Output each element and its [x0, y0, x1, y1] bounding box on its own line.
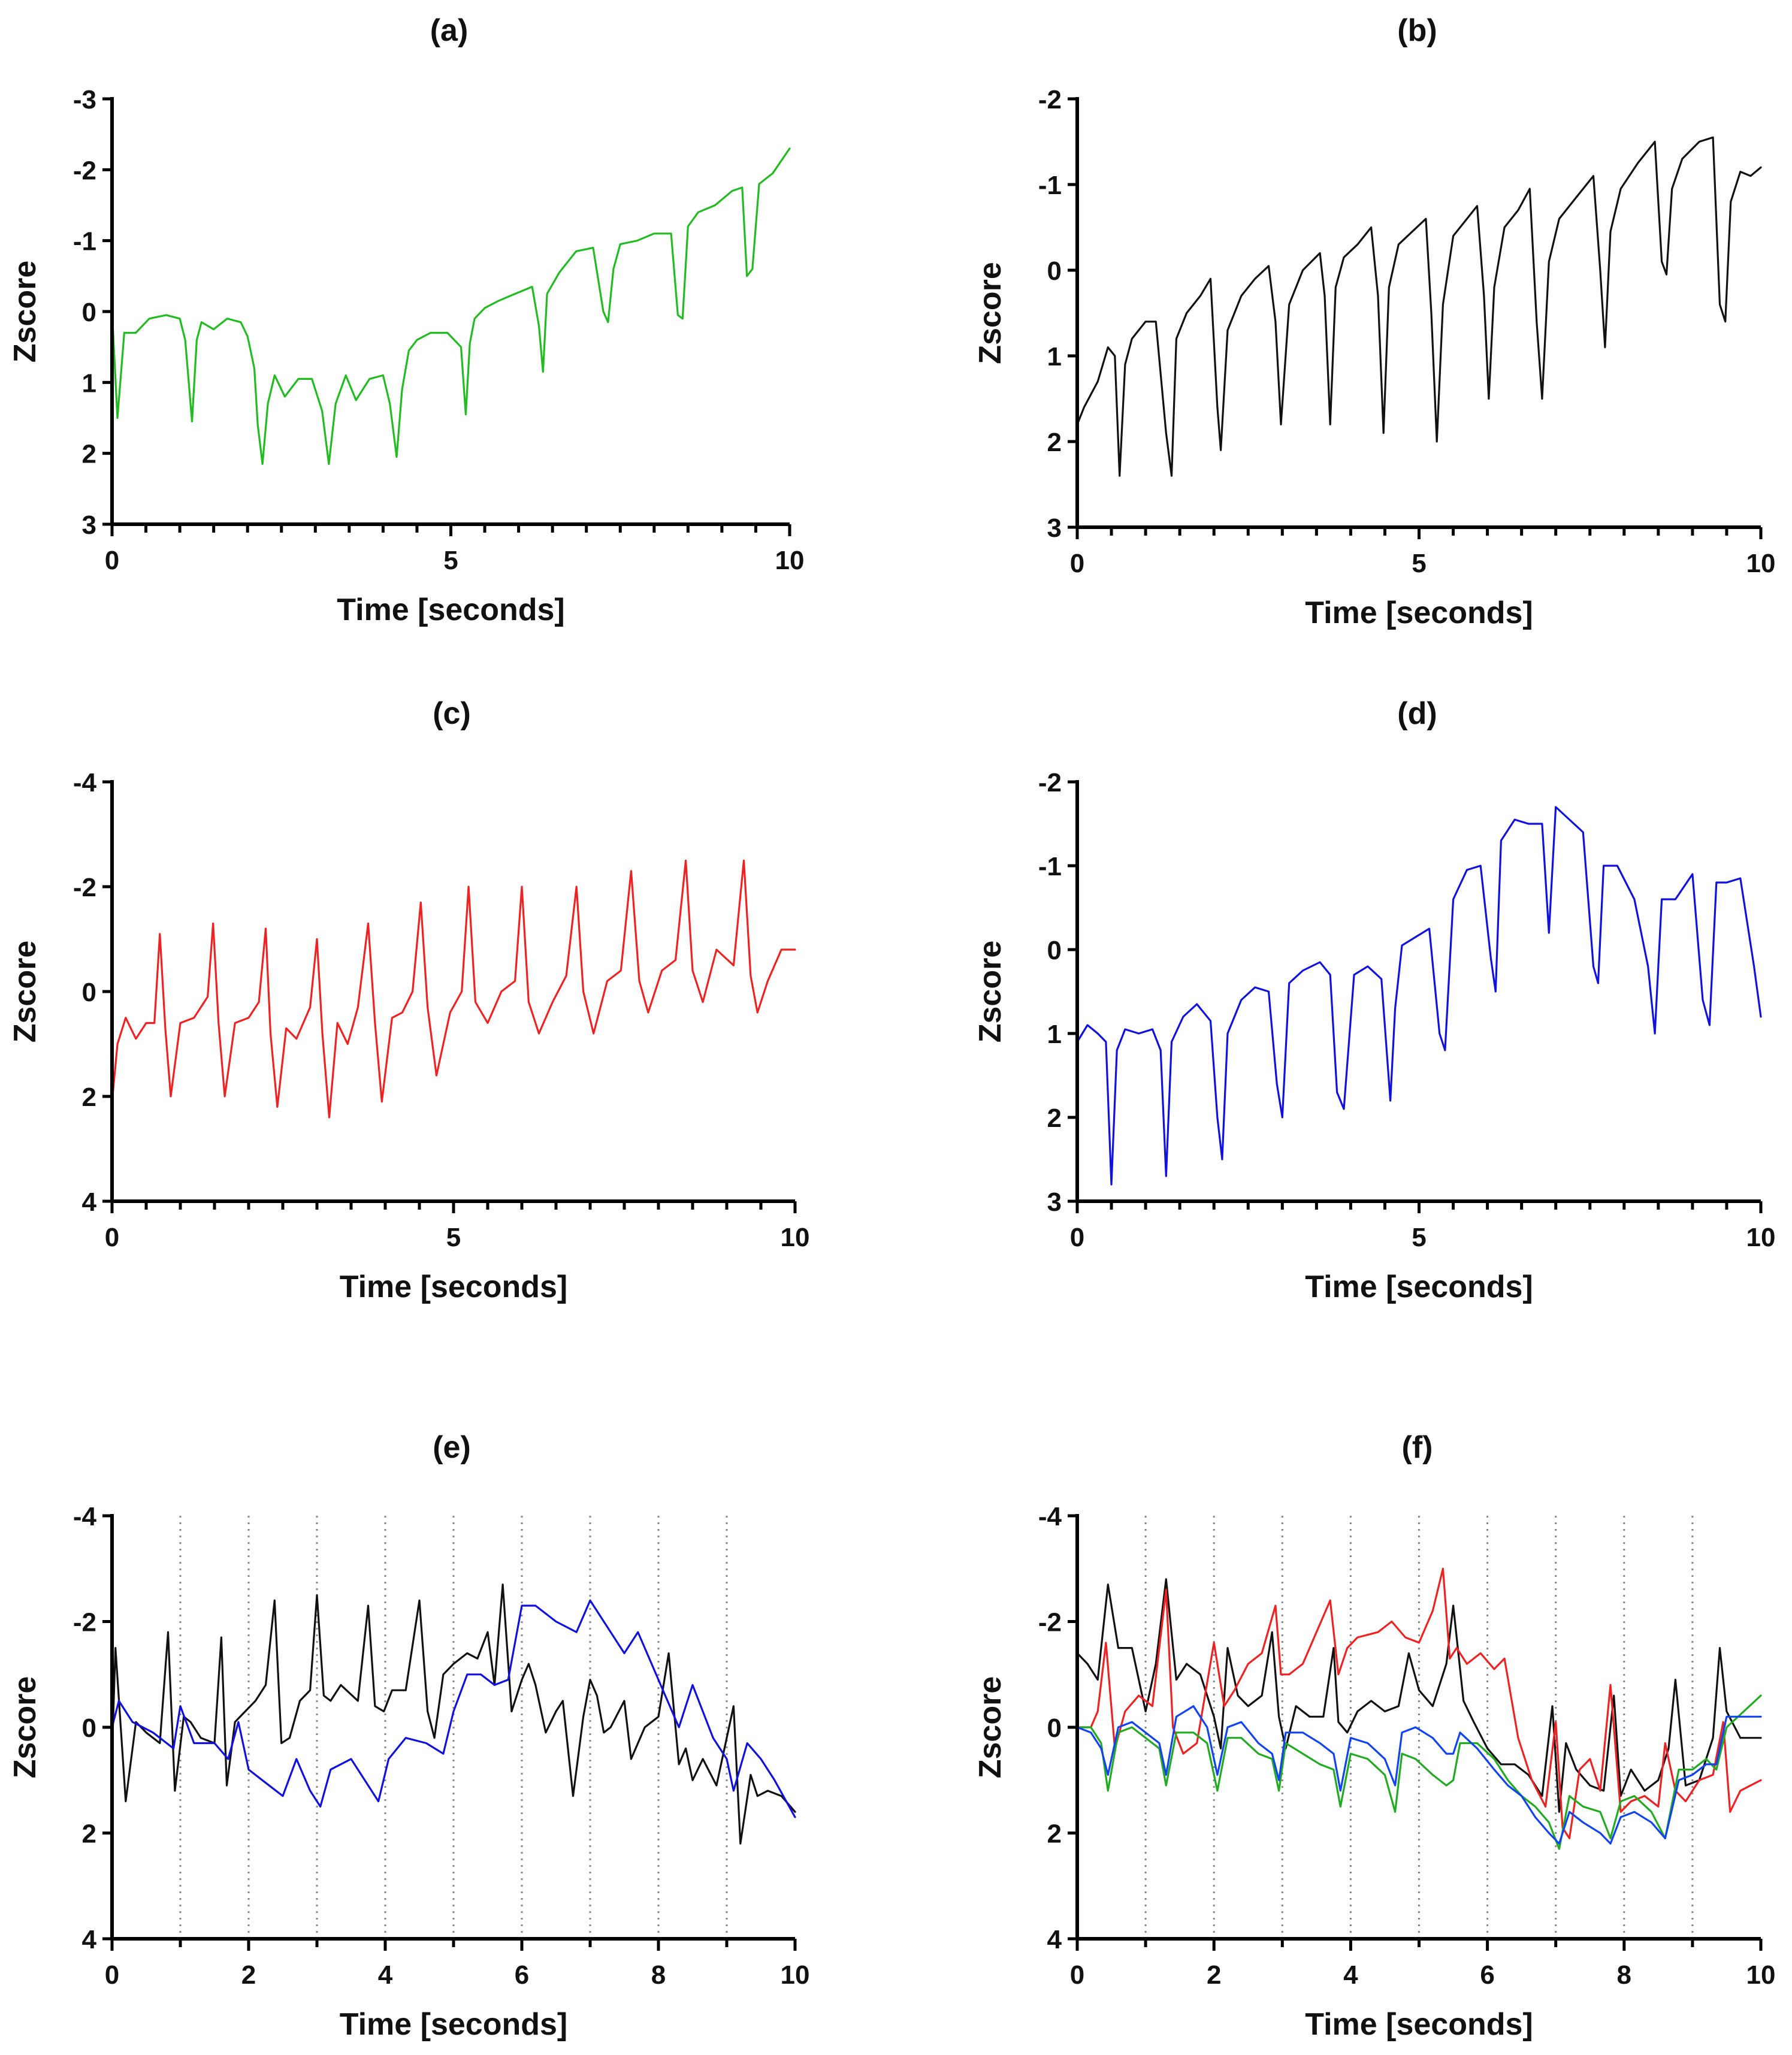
y-tick-label: -1 [73, 227, 96, 256]
x-tick-label: 0 [1070, 1960, 1084, 1990]
y-axis-label: Zscore [8, 941, 43, 1043]
y-tick-label: -1 [1038, 852, 1062, 881]
x-axis-label: Time [seconds] [337, 593, 564, 627]
x-tick-label: 10 [1746, 1960, 1776, 1990]
y-tick-label: 2 [1047, 1820, 1062, 1849]
x-tick-label: 10 [1746, 549, 1776, 578]
y-tick-label: 0 [1047, 936, 1062, 965]
x-tick-label: 10 [1746, 1223, 1776, 1252]
x-tick-label: 0 [105, 1223, 119, 1252]
panel-title: (d) [1397, 696, 1437, 731]
panel-title: (c) [433, 696, 471, 731]
series-line [1076, 1694, 1762, 1850]
x-tick-label: 6 [515, 1960, 529, 1990]
y-tick-label: 2 [82, 1820, 96, 1849]
y-tick-label: 0 [82, 978, 96, 1007]
y-tick-label: 1 [1047, 1020, 1062, 1049]
x-tick-label: 2 [1207, 1960, 1221, 1990]
x-tick-label: 5 [443, 546, 458, 575]
y-tick-label: -2 [1038, 1608, 1062, 1637]
x-tick-label: 10 [775, 546, 805, 575]
x-axis-label: Time [seconds] [1305, 2007, 1533, 2042]
y-tick-label: 4 [1047, 1925, 1062, 1954]
x-tick-label: 4 [1343, 1960, 1358, 1990]
x-axis-label: Time [seconds] [1305, 596, 1533, 630]
y-tick-label: 0 [1047, 256, 1062, 286]
y-tick-label: 4 [82, 1925, 97, 1954]
x-axis-label: Time [seconds] [1305, 1270, 1533, 1304]
x-tick-label: 5 [1412, 549, 1426, 578]
y-tick-label: -2 [1038, 768, 1062, 797]
panel-title: (b) [1397, 13, 1437, 48]
y-tick-label: 0 [1047, 1713, 1062, 1743]
series-line [111, 1599, 796, 1818]
y-tick-label: 1 [82, 368, 96, 398]
x-tick-label: 0 [105, 1960, 119, 1990]
x-tick-label: 10 [781, 1960, 810, 1990]
x-tick-label: 10 [781, 1223, 810, 1252]
y-tick-label: -2 [73, 156, 96, 185]
y-tick-label: -4 [73, 1502, 97, 1531]
y-tick-label: 3 [82, 510, 96, 540]
y-tick-label: 2 [82, 1083, 96, 1112]
x-tick-label: 8 [651, 1960, 666, 1990]
x-tick-label: 5 [1412, 1223, 1426, 1252]
y-tick-label: 1 [1047, 342, 1062, 371]
series-line [1076, 136, 1762, 477]
y-tick-label: -4 [1038, 1502, 1062, 1531]
y-tick-label: 0 [82, 298, 96, 327]
y-tick-label: 2 [1047, 428, 1062, 457]
series-line [111, 147, 791, 465]
y-axis-label: Zscore [973, 1676, 1008, 1779]
panel-title: (a) [430, 13, 469, 48]
y-axis-label: Zscore [8, 1676, 43, 1779]
x-axis-label: Time [seconds] [340, 2007, 567, 2042]
x-tick-label: 5 [446, 1223, 461, 1252]
y-tick-label: 2 [1047, 1104, 1062, 1133]
series-line [1076, 1578, 1762, 1813]
y-axis-label: Zscore [8, 261, 43, 363]
y-axis-label: Zscore [973, 941, 1008, 1043]
y-tick-label: -4 [73, 768, 97, 797]
y-tick-label: -3 [73, 85, 96, 114]
y-tick-label: -1 [1038, 171, 1062, 200]
y-tick-label: -2 [73, 873, 96, 902]
x-tick-label: 0 [1070, 1223, 1084, 1252]
y-tick-label: -2 [1038, 85, 1062, 114]
panel-title: (f) [1402, 1430, 1433, 1465]
y-tick-label: 3 [1047, 1187, 1062, 1217]
y-tick-label: 3 [1047, 513, 1062, 543]
y-tick-label: -2 [73, 1608, 96, 1637]
series-line [1076, 1705, 1762, 1845]
x-tick-label: 8 [1617, 1960, 1631, 1990]
y-tick-label: 2 [82, 440, 96, 469]
panel-title: (e) [433, 1430, 471, 1465]
x-tick-label: 6 [1480, 1960, 1494, 1990]
y-tick-label: 0 [82, 1713, 96, 1743]
series-line [1076, 1567, 1762, 1839]
series-line [1076, 806, 1762, 1186]
x-tick-label: 2 [241, 1960, 256, 1990]
y-tick-label: 4 [82, 1187, 97, 1217]
x-tick-label: 4 [378, 1960, 393, 1990]
x-tick-label: 0 [105, 546, 119, 575]
x-axis-label: Time [seconds] [340, 1270, 567, 1304]
x-tick-label: 0 [1070, 549, 1084, 578]
series-line [111, 859, 796, 1119]
series-line [111, 1583, 796, 1845]
y-axis-label: Zscore [973, 262, 1008, 364]
